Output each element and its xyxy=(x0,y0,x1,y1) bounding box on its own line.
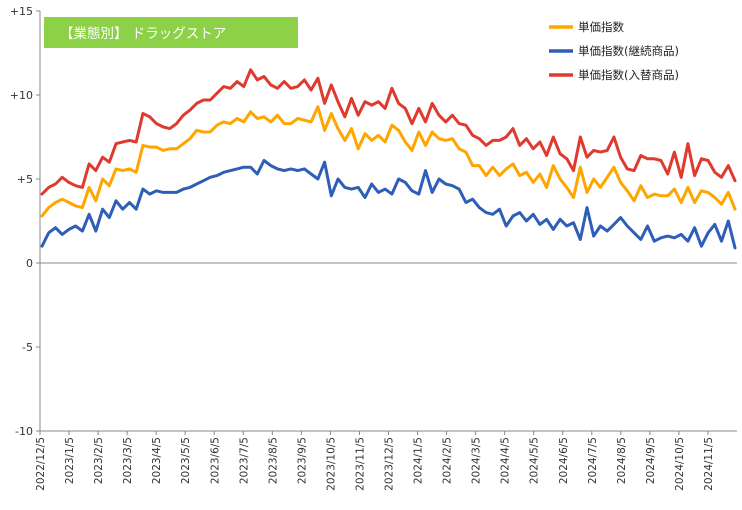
y-axis-ticks: +15 +10 +5 0 -5 -10 xyxy=(10,5,40,438)
x-tick-label: 2022/12/5 xyxy=(35,437,47,491)
x-tick-label: 2023/6/5 xyxy=(209,437,221,484)
title-banner: 【業態別】 ドラッグストア xyxy=(44,17,298,48)
series-line-3 xyxy=(40,68,737,196)
x-tick-label: 2023/8/5 xyxy=(267,437,279,484)
y-tick-label: +5 xyxy=(17,173,33,186)
x-tick-label: 2023/10/5 xyxy=(325,437,337,491)
y-tick-label: +10 xyxy=(10,89,33,102)
x-tick-label: 2024/7/5 xyxy=(587,437,599,484)
chart-title: 【業態別】 ドラッグストア xyxy=(60,26,226,42)
x-tick-label: 2024/2/5 xyxy=(442,437,454,484)
series-layer xyxy=(40,68,737,250)
series-line-1 xyxy=(40,105,737,218)
x-tick-label: 2023/11/5 xyxy=(354,437,366,491)
y-tick-label: -5 xyxy=(22,341,33,354)
x-tick-label: 2024/8/5 xyxy=(616,437,628,484)
x-tick-label: 2023/4/5 xyxy=(151,437,163,484)
x-tick-label: 2023/2/5 xyxy=(93,437,105,484)
x-tick-label: 2024/3/5 xyxy=(471,437,483,484)
series-line-2 xyxy=(40,159,737,250)
x-tick-label: 2024/10/5 xyxy=(674,437,686,491)
x-tick-label: 2023/5/5 xyxy=(180,437,192,484)
legend-label-2: 単価指数(継続商品) xyxy=(578,44,679,58)
y-tick-label: -10 xyxy=(15,425,33,438)
title-banner-background xyxy=(44,17,298,48)
x-tick-label: 2023/7/5 xyxy=(238,437,250,484)
x-tick-label: 2023/12/5 xyxy=(384,437,396,491)
x-tick-label: 2024/1/5 xyxy=(413,437,425,484)
x-axis-ticks: 2022/12/5 2023/1/5 2023/2/5 2023/3/5 2023/4/… xyxy=(35,431,715,491)
y-tick-label: +15 xyxy=(10,5,33,18)
x-tick-label: 2024/9/5 xyxy=(645,437,657,484)
x-tick-label: 2024/11/5 xyxy=(703,437,715,491)
x-tick-label: 2023/1/5 xyxy=(64,437,76,484)
x-tick-label: 2024/4/5 xyxy=(500,437,512,484)
x-tick-label: 2024/5/5 xyxy=(529,437,541,484)
legend-label-3: 単価指数(入替商品) xyxy=(578,68,679,82)
y-tick-label: 0 xyxy=(26,257,33,270)
x-tick-label: 2023/3/5 xyxy=(122,437,134,484)
legend-label-1: 単価指数 xyxy=(578,20,624,34)
x-tick-label: 2023/9/5 xyxy=(296,437,308,484)
x-tick-label: 2024/6/5 xyxy=(558,437,570,484)
